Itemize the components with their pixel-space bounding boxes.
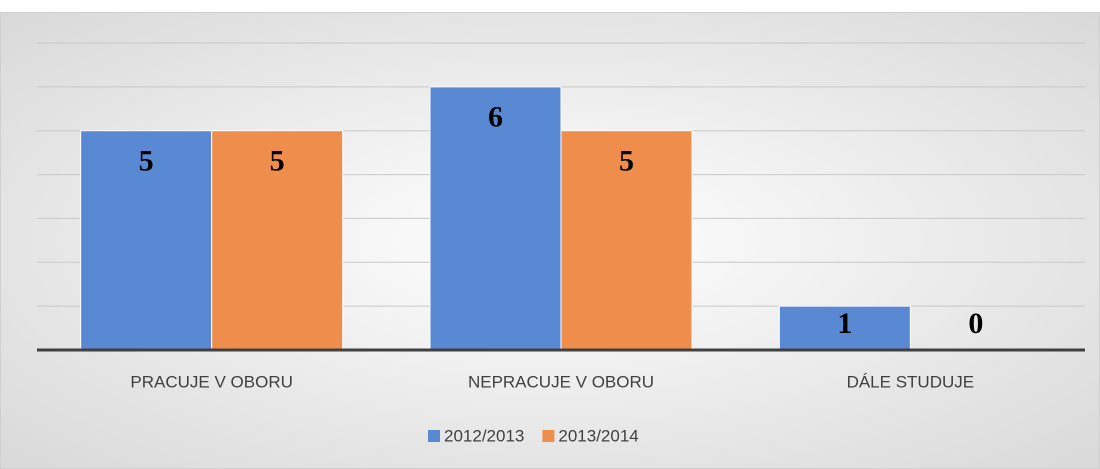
legend-swatch [428, 430, 440, 442]
legend-swatch [542, 430, 555, 442]
legend-label: 2013/2014 [558, 426, 638, 445]
bar [560, 130, 693, 351]
bar [211, 130, 344, 351]
data-label: 6 [488, 101, 503, 134]
data-label: 5 [139, 145, 154, 178]
bar [778, 305, 911, 351]
data-label: 5 [619, 145, 634, 178]
bar [80, 130, 213, 351]
data-label: 0 [968, 307, 983, 340]
x-tick-label: NEPRACUJE V OBORU [468, 372, 654, 391]
legend-label: 2012/2013 [444, 426, 524, 445]
x-tick-label: PRACUJE V OBORU [130, 372, 292, 391]
x-tick-label: DÁLE STUDUJE [847, 372, 975, 391]
data-label: 1 [837, 307, 852, 340]
data-label: 5 [270, 145, 285, 178]
